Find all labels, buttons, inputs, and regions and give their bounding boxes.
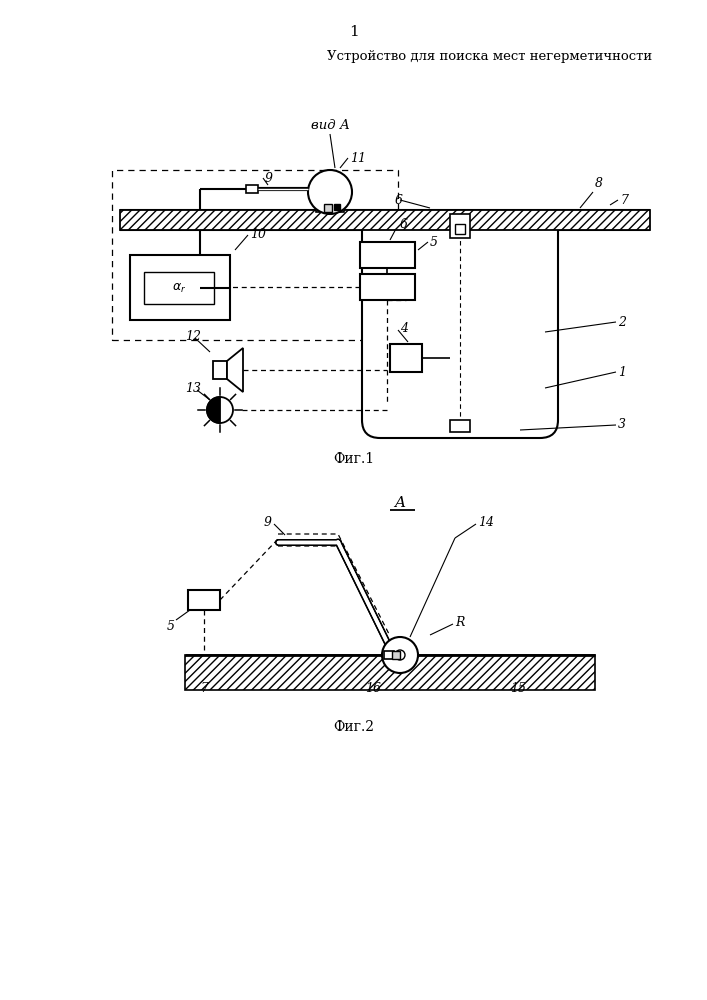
Bar xyxy=(144,272,214,304)
Text: 3: 3 xyxy=(618,418,626,432)
Text: 11: 11 xyxy=(350,151,366,164)
Text: 6: 6 xyxy=(400,219,408,232)
FancyBboxPatch shape xyxy=(362,212,558,438)
Bar xyxy=(450,420,470,432)
Text: 16: 16 xyxy=(365,682,381,695)
Bar xyxy=(390,344,422,372)
Text: 8: 8 xyxy=(595,177,603,190)
Text: 7: 7 xyxy=(620,194,628,207)
Text: 13: 13 xyxy=(185,381,201,394)
Text: Устройство для поиска мест негерметичности: Устройство для поиска мест негерметичнос… xyxy=(327,50,653,63)
Bar xyxy=(392,651,400,659)
Text: A: A xyxy=(395,496,406,510)
Circle shape xyxy=(395,650,405,660)
Bar xyxy=(120,210,650,230)
Text: 9: 9 xyxy=(264,516,272,528)
Text: R: R xyxy=(455,615,464,629)
Bar xyxy=(455,224,465,234)
Text: 1: 1 xyxy=(349,25,359,39)
Bar xyxy=(324,204,332,212)
Text: 7: 7 xyxy=(200,682,208,695)
Bar xyxy=(188,590,220,610)
Bar xyxy=(450,214,470,238)
Text: 5: 5 xyxy=(167,620,175,633)
Bar xyxy=(334,204,340,210)
Text: Фиг.1: Фиг.1 xyxy=(334,452,375,466)
Bar xyxy=(316,198,344,212)
Bar xyxy=(360,242,415,268)
Text: 15: 15 xyxy=(510,682,526,695)
Bar xyxy=(384,651,394,659)
Text: 9: 9 xyxy=(265,172,273,184)
Bar xyxy=(130,255,230,320)
Text: 10: 10 xyxy=(250,229,266,241)
Bar xyxy=(185,655,595,690)
Text: Фиг.2: Фиг.2 xyxy=(334,720,375,734)
Wedge shape xyxy=(207,397,220,423)
Bar xyxy=(360,274,415,300)
Text: 2: 2 xyxy=(618,316,626,328)
Text: 12: 12 xyxy=(185,330,201,342)
Text: вид А: вид А xyxy=(310,119,349,132)
Bar xyxy=(246,185,258,193)
Polygon shape xyxy=(227,348,243,392)
Text: 6: 6 xyxy=(395,194,403,207)
Circle shape xyxy=(382,637,418,673)
Polygon shape xyxy=(213,361,227,379)
Text: $\alpha_r$: $\alpha_r$ xyxy=(172,281,186,295)
Text: 1: 1 xyxy=(618,365,626,378)
Text: 4: 4 xyxy=(400,322,408,334)
Text: 14: 14 xyxy=(478,516,494,528)
Circle shape xyxy=(308,170,352,214)
Text: 5: 5 xyxy=(430,235,438,248)
Circle shape xyxy=(207,397,233,423)
